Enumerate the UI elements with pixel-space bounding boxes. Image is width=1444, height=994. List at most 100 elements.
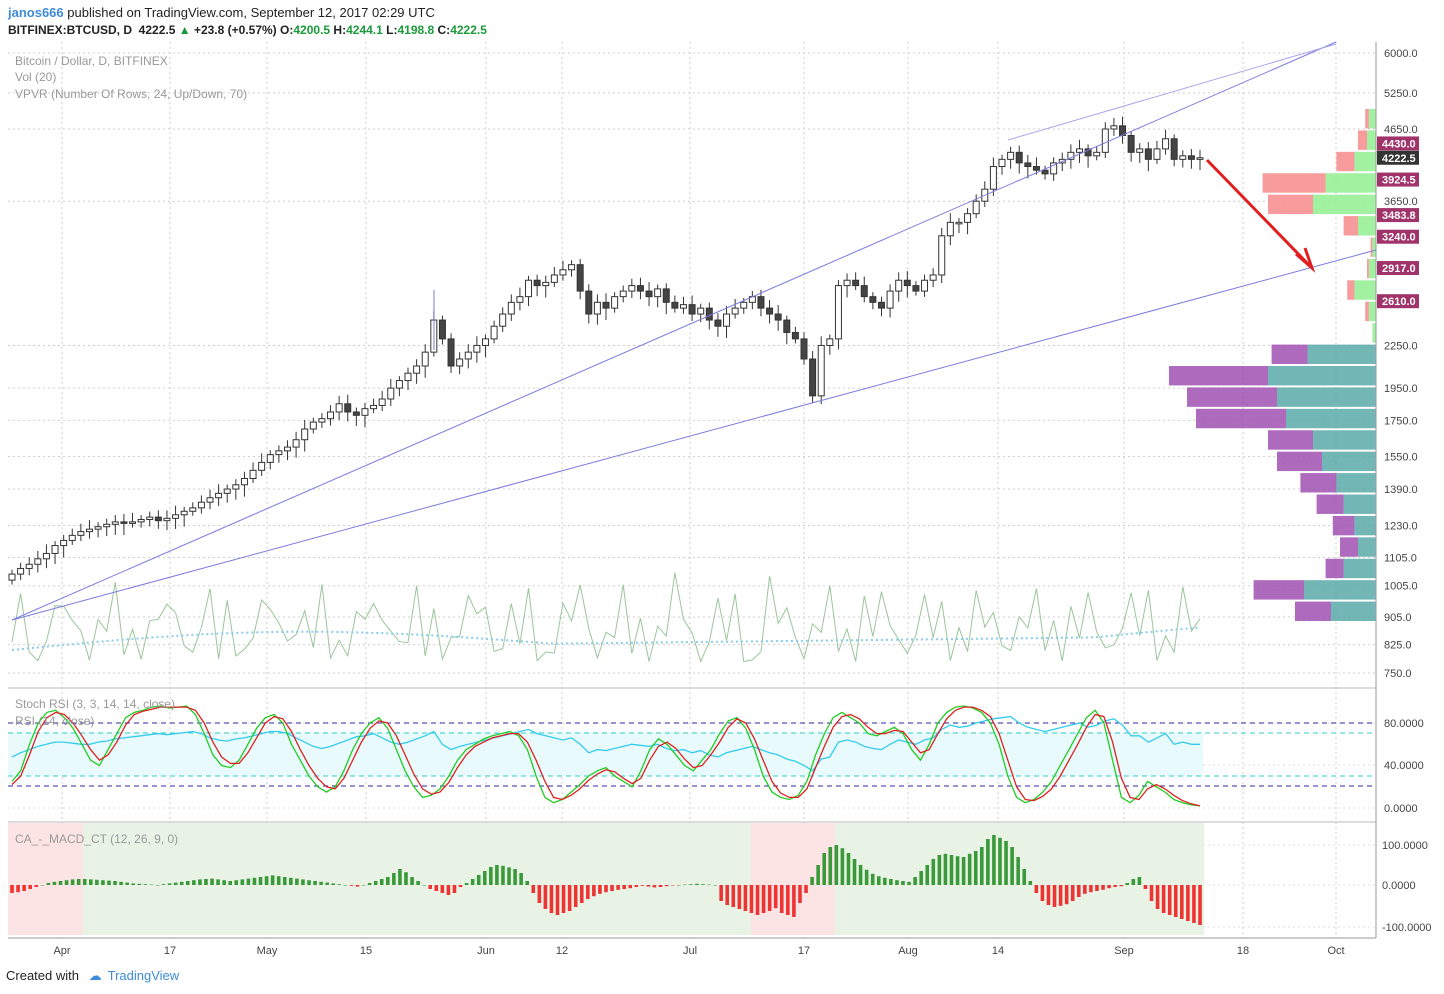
macd-bar xyxy=(616,885,620,890)
vpvr-down-bar xyxy=(1277,451,1322,472)
vpvr-up-bar xyxy=(1268,366,1376,386)
channel-upper-line[interactable] xyxy=(11,41,1337,621)
macd-bar xyxy=(937,855,942,885)
price-tag-label: 2917.0 xyxy=(1382,263,1416,275)
time-tick-label: 12 xyxy=(556,945,568,957)
candle-body xyxy=(576,264,584,292)
candle-body xyxy=(877,301,885,309)
macd-bar xyxy=(579,885,584,903)
tradingview-logo-icon[interactable]: ☁ xyxy=(88,968,102,983)
channel-inner-line[interactable] xyxy=(1007,43,1337,141)
candle-body xyxy=(1032,166,1040,171)
candle-body xyxy=(740,301,748,309)
vpvr-up-bar xyxy=(1313,194,1376,215)
change-arrow-icon: ▲ xyxy=(178,23,191,37)
candle-body xyxy=(60,539,68,547)
macd-bar xyxy=(246,878,251,885)
time-tick-label: Jun xyxy=(477,945,495,957)
candle-body xyxy=(499,313,507,327)
macd-bar xyxy=(343,885,348,886)
candle-body xyxy=(998,158,1006,168)
macd-bar xyxy=(761,885,766,913)
time-tick-label: 15 xyxy=(360,945,372,957)
macd-bar xyxy=(604,885,608,893)
author-link[interactable]: janos666 xyxy=(8,5,64,20)
macd-bar xyxy=(1137,877,1142,885)
candle-body xyxy=(275,450,283,456)
candle-body xyxy=(85,528,93,533)
vpvr-up-bar xyxy=(1325,173,1376,193)
macd-bar xyxy=(422,885,426,886)
macd-bar xyxy=(822,853,827,885)
candle-body xyxy=(1067,151,1075,160)
candle-body xyxy=(387,387,395,400)
vpvr-down-bar xyxy=(1295,601,1331,621)
price-tick-label: 2250.0 xyxy=(1384,340,1418,352)
macd-bar xyxy=(901,881,905,885)
time-axis[interactable]: Apr 17 May 15 Jun 12 Jul 17 Aug 14 Sep 18 Oct xyxy=(53,945,1344,957)
macd-bar xyxy=(392,873,396,885)
candle-body xyxy=(593,301,601,315)
macd-bar xyxy=(10,885,14,893)
candle-body xyxy=(327,411,335,420)
candle-body xyxy=(370,404,378,410)
macd-bar xyxy=(416,881,420,885)
macd-bar xyxy=(810,877,814,885)
macd-bar xyxy=(149,884,154,886)
candle-body xyxy=(309,421,317,430)
candle-body xyxy=(344,403,352,413)
arrow-head-icon xyxy=(1295,247,1316,273)
vpvr-down-bar xyxy=(1325,558,1344,579)
macd-bar xyxy=(573,885,578,907)
macd-bar xyxy=(1076,885,1081,897)
candle-body xyxy=(955,221,963,225)
candle-body xyxy=(189,507,197,512)
candle-body xyxy=(921,279,929,292)
macd-bar xyxy=(1101,885,1105,890)
pane-separators xyxy=(8,42,1377,939)
macd-bar xyxy=(192,880,196,885)
macd-bar xyxy=(476,875,481,885)
macd-bar xyxy=(973,851,978,885)
candle-body xyxy=(757,296,765,309)
candle-body xyxy=(413,365,421,374)
vpvr-down-bar xyxy=(1262,173,1326,193)
candle-body xyxy=(852,279,860,287)
macd-bar xyxy=(307,880,311,885)
stoch-tick-label: 80.0000 xyxy=(1384,718,1424,730)
candle-body xyxy=(843,279,851,287)
tradingview-link[interactable]: TradingView xyxy=(107,968,180,983)
macd-bar xyxy=(592,885,596,897)
vpvr-profile xyxy=(1169,109,1376,621)
price-tick-label: 1230.0 xyxy=(1384,521,1418,533)
macd-bar xyxy=(549,885,554,913)
macd-tick-label: -100.0000 xyxy=(1382,922,1432,934)
candle-body xyxy=(51,545,59,554)
macd-bar xyxy=(155,885,160,886)
macd-bar xyxy=(198,879,202,885)
candle-body xyxy=(103,523,111,528)
macd-bar xyxy=(70,879,75,885)
macd-bar xyxy=(319,881,323,885)
last-price: 4222.5 xyxy=(138,23,176,37)
channel-lower-line[interactable] xyxy=(11,249,1377,621)
macd-bar xyxy=(361,885,366,886)
price-tick-label: 750.0 xyxy=(1384,668,1412,680)
macd-bar xyxy=(992,835,996,885)
macd-bar xyxy=(870,873,875,885)
macd-bar xyxy=(161,884,166,885)
candle-body xyxy=(266,454,274,463)
price-tag-bg xyxy=(1377,208,1419,223)
macd-bar xyxy=(489,867,493,885)
macd-bar xyxy=(379,879,384,885)
macd-bar xyxy=(883,877,887,885)
price-axis[interactable]: 6000.0 5250.0 4650.0 3650.0 2250.0 1950.0 1750… xyxy=(1382,48,1432,934)
macd-bar xyxy=(1161,885,1166,913)
vpvr-down-bar xyxy=(1358,130,1367,150)
macd-bar xyxy=(1107,885,1111,889)
macd-bar xyxy=(513,869,517,885)
macd-bar xyxy=(1089,885,1093,893)
red-arrow[interactable] xyxy=(1205,158,1316,273)
candle-body xyxy=(8,573,16,581)
